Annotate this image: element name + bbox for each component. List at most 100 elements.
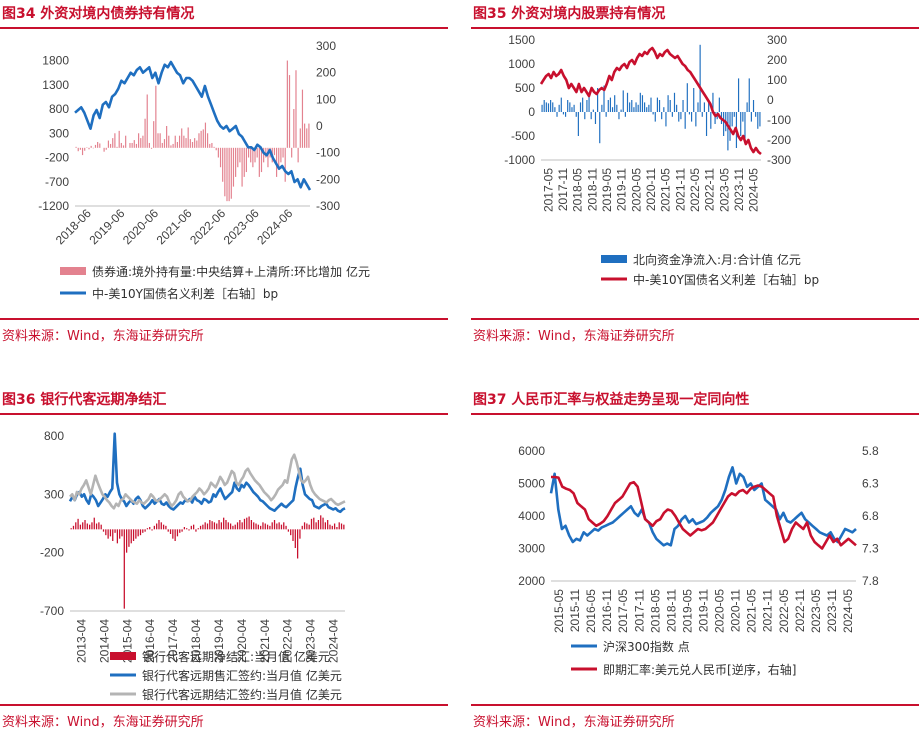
bar	[202, 524, 204, 530]
bar	[599, 112, 601, 144]
bar	[187, 127, 189, 148]
source-divider	[471, 704, 919, 706]
y2-tick-label: 200	[316, 66, 336, 80]
x-tick-label: 2018-11	[585, 168, 599, 211]
bar	[172, 143, 174, 148]
bar	[594, 112, 597, 124]
x-tick-label: 2020-06	[120, 206, 161, 247]
bar	[729, 112, 731, 141]
bar	[294, 529, 296, 548]
bar	[264, 523, 266, 530]
bar	[597, 88, 599, 112]
bar	[220, 522, 223, 530]
bar	[215, 147, 217, 151]
y-tick-label: 5000	[518, 477, 545, 491]
y2-tick-label: -200	[316, 172, 340, 186]
bar	[731, 112, 733, 127]
bar	[676, 104, 678, 112]
bar	[79, 147, 81, 150]
legend-swatch	[601, 255, 627, 263]
figure-36-title: 图36 银行代客远期净结汇	[2, 392, 167, 408]
bar	[301, 525, 303, 530]
x-tick-label: 2023-05	[809, 589, 823, 633]
x-tick-label: 2020-04	[235, 619, 249, 663]
bar	[329, 524, 331, 530]
bar	[121, 529, 123, 537]
bar	[680, 112, 682, 120]
bar	[324, 522, 326, 530]
y-tick-label: -1000	[504, 153, 535, 167]
bar	[543, 100, 545, 112]
bar	[616, 104, 618, 112]
bar	[552, 102, 554, 112]
x-tick-label: 2017-05	[541, 168, 555, 212]
bar	[160, 522, 162, 530]
bar	[159, 133, 161, 148]
bar	[626, 92, 629, 112]
bar	[246, 517, 248, 530]
x-tick-label: 2021-06	[154, 206, 195, 247]
y-tick-label: -700	[45, 175, 69, 189]
bar	[89, 524, 91, 530]
bar	[227, 522, 229, 530]
bar	[303, 522, 306, 530]
bar	[213, 522, 216, 530]
bar	[701, 112, 703, 117]
bar	[204, 122, 207, 148]
bar	[690, 112, 693, 122]
x-tick-label: 2017-04	[166, 619, 180, 663]
bar	[577, 112, 579, 136]
bar	[137, 529, 139, 537]
bar	[273, 147, 276, 156]
y-tick-label: -200	[45, 151, 69, 165]
chart-figure-36: -700 -200 300 800 2013-04 2014-04 2015-04 2016-…	[40, 429, 346, 702]
bar	[293, 109, 295, 148]
x-tick-label: 2020-05	[713, 589, 727, 633]
bar	[263, 147, 265, 163]
bar	[714, 112, 716, 124]
bar	[125, 135, 127, 148]
bar	[306, 128, 308, 148]
bar	[162, 524, 165, 530]
bar	[234, 524, 236, 530]
bar	[556, 112, 558, 117]
bar	[280, 524, 283, 530]
bar	[562, 112, 565, 115]
bar	[77, 147, 79, 152]
bar	[169, 529, 172, 534]
bar	[142, 135, 144, 148]
bar	[308, 524, 310, 530]
y-tick-label: 3000	[518, 542, 545, 556]
legend-label: 即期汇率:美元兑人民币[逆序，右轴]	[603, 662, 796, 677]
x-tick-label: 2018-05	[648, 589, 662, 633]
bar	[181, 128, 183, 148]
panel-figure-37: 图37 人民币汇率与权益走势呈现一定同向性 2000 3000 4000 5000 60…	[471, 386, 919, 740]
bar	[172, 529, 174, 539]
bar	[614, 95, 616, 112]
bar	[189, 139, 191, 148]
bar	[266, 524, 269, 530]
y2-tick-label: 0	[767, 93, 774, 107]
y-tick-label: -200	[40, 546, 64, 560]
y-tick-label: -1200	[38, 199, 69, 213]
bar	[269, 525, 271, 530]
bar	[79, 524, 82, 530]
bar	[748, 78, 750, 112]
bar	[633, 107, 635, 112]
bar	[327, 520, 329, 530]
bar	[138, 133, 140, 148]
bar	[153, 525, 155, 530]
bar	[75, 522, 77, 530]
bar	[109, 529, 112, 537]
y2-tick-label: 100	[316, 92, 336, 106]
bar	[70, 528, 72, 530]
y2-tick-label: 6.3	[862, 477, 879, 491]
bar	[206, 133, 209, 148]
bar	[624, 112, 626, 117]
y-tick-label: 1500	[508, 33, 535, 47]
y-tick-label: 500	[515, 81, 535, 95]
bar	[194, 138, 196, 148]
bar	[239, 147, 241, 163]
chart-figure-37: 2000 3000 4000 5000 6000 5.8 6.3 6.8 7.3 7.8 2015-…	[518, 444, 879, 677]
bar	[150, 147, 153, 149]
